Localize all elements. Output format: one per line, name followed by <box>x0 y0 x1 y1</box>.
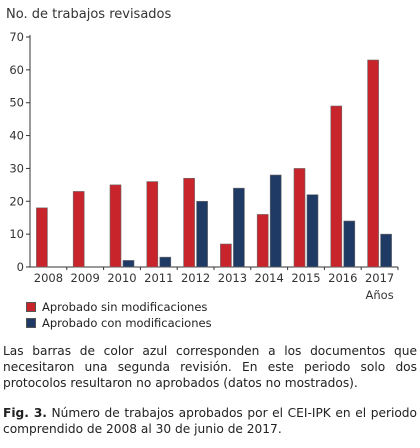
bar-sin-modificaciones <box>183 177 195 268</box>
x-tick-label: 2015 <box>291 271 320 285</box>
bar-con-modificaciones <box>343 220 356 268</box>
y-tick-label: 0 <box>17 260 24 274</box>
bar-sin-modificaciones <box>220 243 232 268</box>
bar-con-modificaciones <box>233 187 245 268</box>
x-tick-label: 2013 <box>218 271 247 285</box>
bar-sin-modificaciones <box>72 191 85 268</box>
bar-con-modificaciones <box>196 200 208 268</box>
bar-sin-modificaciones <box>109 184 122 268</box>
bar-con-modificaciones <box>380 233 392 268</box>
legend-label-con-modificaciones: Aprobado con modificaciones <box>42 316 212 330</box>
bar-chart: 0 10 20 30 40 50 60 70 2008 2009 2010 2011 2012 2013 2… <box>9 30 399 300</box>
figure-caption-text: Número de trabajos aprobados por el CEI-… <box>3 406 417 436</box>
legend-item-con-modificaciones: Aprobado con modificaciones <box>26 315 212 331</box>
bar-con-modificaciones <box>122 260 135 268</box>
bar-sin-modificaciones <box>146 181 159 268</box>
bar-sin-modificaciones <box>256 214 269 268</box>
bar-sin-modificaciones <box>367 59 379 268</box>
x-tick-label: 2012 <box>181 271 210 285</box>
y-tick-label: 50 <box>9 96 24 110</box>
x-tick-label: 2014 <box>255 271 284 285</box>
y-tick-label: 30 <box>9 161 24 175</box>
bar-sin-modificaciones <box>36 207 48 268</box>
figure-caption: Fig. 3. Número de trabajos aprobados por… <box>3 405 417 437</box>
y-tick-label: 20 <box>9 194 24 208</box>
bar-con-modificaciones <box>306 194 319 268</box>
x-tick-label: 2011 <box>144 271 173 285</box>
legend-swatch-red <box>26 302 36 312</box>
x-axis-label: Años <box>366 288 394 300</box>
chart-note: Las barras de color azul corresponden a … <box>3 344 417 390</box>
y-tick-label: 10 <box>9 227 24 241</box>
legend: Aprobado sin modificaciones Aprobado con… <box>26 299 212 331</box>
legend-item-sin-modificaciones: Aprobado sin modificaciones <box>26 299 212 315</box>
y-axis-label: No. de trabajos revisados <box>6 7 172 22</box>
y-tick-label: 40 <box>9 129 24 143</box>
y-tick-label: 70 <box>9 30 24 44</box>
x-tick-label: 2008 <box>34 271 63 285</box>
figure-caption-label: Fig. 3. <box>3 406 47 420</box>
x-tick-label: 2016 <box>328 271 357 285</box>
bar-con-modificaciones <box>269 174 282 268</box>
x-tick-label: 2009 <box>71 271 100 285</box>
x-tick-label: 2010 <box>107 271 136 285</box>
legend-swatch-blue <box>26 318 36 328</box>
x-tick-label: 2017 <box>365 271 394 285</box>
legend-label-sin-modificaciones: Aprobado sin modificaciones <box>42 300 208 314</box>
y-tick-label: 60 <box>9 63 24 77</box>
bar-sin-modificaciones <box>330 105 343 268</box>
bar-con-modificaciones <box>159 256 172 268</box>
bar-sin-modificaciones <box>293 168 306 268</box>
